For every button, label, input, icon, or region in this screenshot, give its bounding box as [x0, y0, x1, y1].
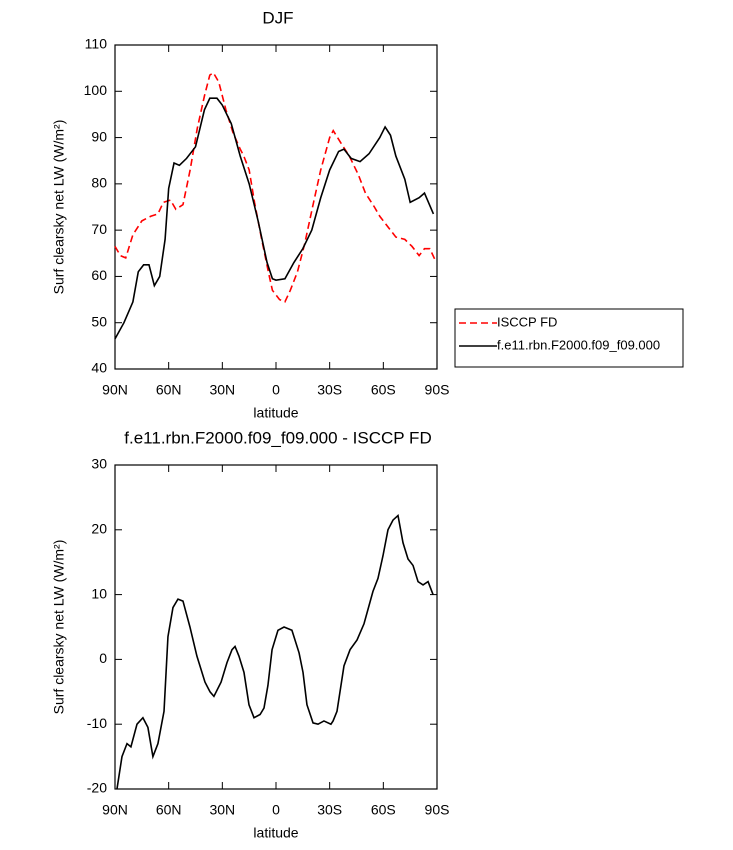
y-tick-label: 110 — [85, 36, 108, 52]
chart-title: DJF — [262, 8, 293, 27]
legend-label: ISCCP FD — [497, 314, 557, 329]
y-axis-label: Surf clearsky net LW (W/m²) — [51, 120, 67, 295]
x-tick-label: 0 — [272, 802, 280, 818]
x-tick-label: 60S — [371, 802, 396, 818]
chart-title: f.e11.rbn.F2000.f09_f09.000 - ISCCP FD — [124, 428, 431, 447]
y-tick-label: 70 — [91, 221, 107, 237]
plot-frame — [114, 464, 438, 790]
x-tick-label: 90S — [425, 382, 450, 398]
plot-frame — [114, 44, 438, 370]
legend-label: f.e11.rbn.F2000.f09_f09.000 — [497, 337, 660, 352]
y-tick-label: -10 — [87, 715, 107, 731]
y-tick-label: 90 — [91, 128, 107, 144]
y-tick-label: 0 — [99, 650, 107, 666]
y-tick-label: 60 — [91, 267, 107, 283]
x-tick-label: 30S — [317, 382, 342, 398]
x-axis-label: latitude — [253, 405, 298, 421]
x-axis-label: latitude — [253, 825, 298, 841]
x-tick-label: 60S — [371, 382, 396, 398]
x-tick-label: 90N — [102, 802, 128, 818]
x-tick-label: 30N — [209, 382, 235, 398]
legend-box — [454, 308, 684, 368]
y-tick-label: 80 — [91, 175, 107, 191]
y-tick-label: -20 — [87, 780, 107, 796]
x-tick-label: 30S — [317, 802, 342, 818]
x-tick-label: 60N — [156, 802, 182, 818]
x-tick-label: 0 — [272, 382, 280, 398]
data-line — [114, 97, 435, 340]
x-tick-label: 30N — [209, 802, 235, 818]
y-tick-label: 100 — [84, 82, 108, 98]
y-axis-label: Surf clearsky net LW (W/m²) — [51, 540, 67, 715]
x-tick-label: 90S — [425, 802, 450, 818]
data-line — [114, 71, 436, 303]
y-tick-label: 10 — [91, 585, 107, 601]
y-tick-label: 40 — [91, 360, 107, 376]
y-tick-label: 30 — [91, 456, 107, 472]
data-line — [116, 513, 434, 790]
y-tick-label: 50 — [91, 313, 107, 329]
y-tick-label: 20 — [91, 521, 107, 537]
x-tick-label: 60N — [156, 382, 182, 398]
x-tick-label: 90N — [102, 382, 128, 398]
